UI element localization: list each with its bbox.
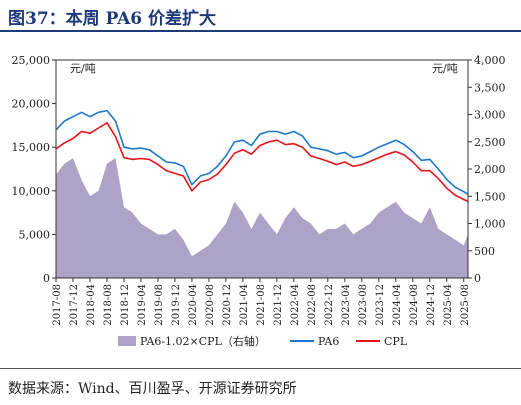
- source-divider: [0, 368, 521, 369]
- x-tick-label: 2025-08: [460, 284, 471, 326]
- spread-area-series: [56, 158, 468, 278]
- title-divider: [0, 30, 521, 32]
- left-tick-label: 5,000: [19, 228, 51, 241]
- legend-label-spread: PA6-1.02×CPL（右轴）: [140, 334, 266, 348]
- x-tick-label: 2024-08: [409, 284, 420, 326]
- x-tick-label: 2018-08: [103, 284, 114, 326]
- x-tick-label: 2022-08: [307, 284, 318, 326]
- x-tick-label: 2021-12: [273, 284, 284, 326]
- left-axis-unit: 元/吨: [70, 62, 96, 75]
- legend-swatch-spread: [118, 336, 136, 346]
- x-tick-label: 2023-08: [358, 284, 369, 326]
- x-tick-label: 2019-08: [154, 284, 165, 326]
- right-tick-label: 2,000: [474, 163, 506, 176]
- x-tick-label: 2020-12: [222, 284, 233, 326]
- left-tick-label: 25,000: [12, 54, 51, 67]
- x-tick-label: 2024-12: [426, 284, 437, 326]
- x-tick-label: 2017-08: [52, 284, 63, 326]
- x-tick-label: 2021-04: [239, 284, 250, 326]
- chart-title: 图37：本周 PA6 价差扩大: [8, 9, 217, 29]
- left-tick-label: 20,000: [12, 98, 51, 111]
- x-tick-label: 2020-04: [188, 284, 199, 326]
- right-tick-label: 0: [474, 272, 481, 285]
- cpl-line-series: [55, 122, 469, 203]
- x-tick-label: 2025-04: [443, 284, 454, 326]
- x-tick-label: 2022-12: [324, 284, 335, 326]
- x-tick-label: 2023-12: [375, 284, 386, 326]
- x-tick-label: 2018-12: [120, 284, 131, 326]
- pa6-spread-chart: 0 5,000 10,000 15,000 20,000 25,000 0 500 1,000 1…: [12, 54, 506, 348]
- right-tick-label: 1,000: [474, 218, 506, 231]
- x-tick-label: 2017-12: [69, 284, 80, 326]
- right-tick-label: 3,500: [474, 81, 506, 94]
- x-tick-label: 2023-04: [341, 284, 352, 326]
- x-tick-label: 2020-08: [205, 284, 216, 326]
- left-tick-label: 15,000: [12, 141, 51, 154]
- left-tick-label: 10,000: [12, 185, 51, 198]
- x-tick-label: 2019-04: [137, 284, 148, 326]
- legend-label-pa6: PA6: [318, 335, 339, 348]
- right-axis-unit: 元/吨: [432, 62, 458, 75]
- pa6-line-series: [55, 109, 469, 195]
- x-tick-label: 2021-08: [256, 284, 267, 326]
- source-note: 数据来源：Wind、百川盈孚、开源证券研究所: [8, 381, 297, 397]
- right-tick-label: 3,000: [474, 109, 506, 122]
- x-tick-label: 2019-12: [171, 284, 182, 326]
- x-tick-label: 2022-04: [290, 284, 301, 326]
- x-tick-label: 2018-04: [86, 284, 97, 326]
- right-tick-label: 500: [474, 245, 495, 258]
- right-tick-label: 4,000: [474, 54, 506, 67]
- legend-label-cpl: CPL: [384, 335, 408, 348]
- right-tick-label: 2,500: [474, 136, 506, 149]
- x-tick-label: 2024-04: [392, 284, 403, 326]
- left-tick-label: 0: [43, 272, 50, 285]
- right-tick-label: 1,500: [474, 190, 506, 203]
